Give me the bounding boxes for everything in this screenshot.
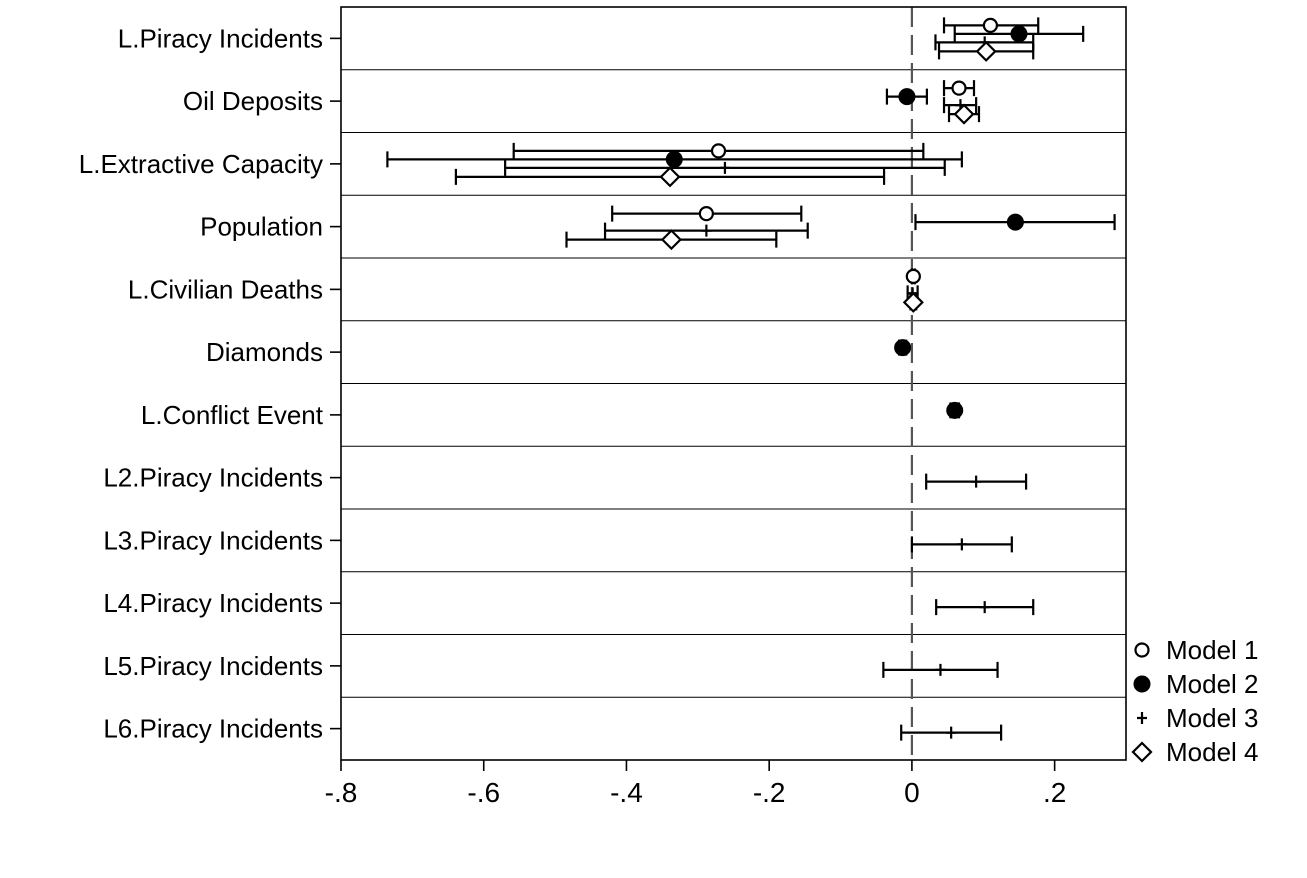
point-model-3-l4-piracy-incidents [979,601,990,614]
x-tick-label: 0 [904,777,920,808]
y-tick-label-l2-piracy-incidents: L2.Piracy Incidents [103,463,323,493]
x-tick-label: -.8 [325,777,358,808]
point-model-4-l-extractive-capacity [659,166,681,188]
x-tick-label: -.2 [753,777,786,808]
y-tick-label-l3-piracy-incidents: L3.Piracy Incidents [103,525,323,555]
row-separators [341,69,1126,698]
y-tick-label-l-civilian-deaths: L.Civilian Deaths [128,274,323,304]
point-model-4-oil-deposits [953,103,975,125]
point-model-2-l-extractive-capacity [665,150,683,168]
point-model-2-population [1006,213,1024,231]
point-model-1-population [698,206,714,222]
point-model-4-l-piracy-incidents [975,40,997,62]
point-model-2-l-piracy-incidents [1010,25,1028,43]
point-model-3-l-extractive-capacity [719,161,730,174]
y-tick-label-l6-piracy-incidents: L6.Piracy Incidents [103,714,323,744]
y-tick-label-population: Population [200,212,323,242]
legend-marker-model-3 [1137,712,1147,724]
legend-label-model-3: Model 3 [1166,703,1259,733]
point-estimates [659,17,1028,739]
legend-marker-model-2 [1133,675,1151,693]
legend-marker-model-4 [1131,741,1153,763]
point-model-4-l-civilian-deaths [902,291,924,313]
x-tick-label: .2 [1043,777,1066,808]
confidence-intervals [386,17,1116,741]
x-tick-label: -.4 [610,777,643,808]
point-model-3-l3-piracy-incidents [956,538,967,551]
point-model-2-diamonds [894,339,912,357]
y-tick-label-l-piracy-incidents: L.Piracy Incidents [118,23,323,53]
point-model-1-l-piracy-incidents [982,17,999,33]
legend: Model 1 Model 2 Model 3 Model 4 [1131,635,1259,767]
point-model-2-oil-deposits [898,88,916,106]
y-tick-label-diamonds: Diamonds [206,337,323,367]
point-model-3-l6-piracy-incidents [946,726,957,739]
x-axis: -.8 -.6 -.4 -.2 0 .2 [325,760,1066,808]
y-tick-label-oil-deposits: Oil Deposits [183,86,323,116]
point-model-1-oil-deposits [951,80,967,96]
point-model-4-population [660,229,682,251]
point-model-2-l-conflict-event [946,401,964,419]
point-model-3-l2-piracy-incidents [971,475,982,488]
y-tick-label-l-conflict-event: L.Conflict Event [141,400,324,430]
y-tick-label-l-extractive-capacity: L.Extractive Capacity [79,149,323,179]
y-axis: L.Piracy Incidents Oil Deposits L.Extracti… [79,23,341,744]
point-model-1-l-civilian-deaths [905,268,921,284]
legend-label-model-1: Model 1 [1166,635,1259,665]
legend-label-model-4: Model 4 [1166,737,1259,767]
legend-label-model-2: Model 2 [1166,669,1259,699]
point-model-1-l-extractive-capacity [710,143,727,159]
point-model-3-l5-piracy-incidents [935,663,946,676]
x-tick-label: -.6 [467,777,500,808]
point-model-3-population [701,224,712,237]
y-tick-label-l4-piracy-incidents: L4.Piracy Incidents [103,588,323,618]
legend-marker-model-1 [1134,642,1150,658]
plot-area-frame [340,6,1127,761]
y-tick-label-l5-piracy-incidents: L5.Piracy Incidents [103,651,323,681]
